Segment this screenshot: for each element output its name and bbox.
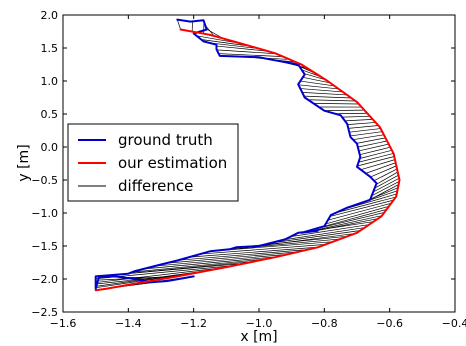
y-axis-ticks: −2.5 −2.0 −1.5 −1.0 −0.5 0.0 0.5 1.0 1.5 2.0	[31, 9, 455, 319]
difference-line	[352, 134, 384, 141]
difference-line	[308, 99, 356, 102]
difference-line	[373, 168, 398, 182]
x-axis-label: x [m]	[240, 329, 277, 345]
difference-line	[344, 119, 373, 122]
legend-label-ground-truth: ground truth	[118, 131, 213, 149]
difference-line	[329, 199, 394, 217]
difference-line	[360, 159, 396, 171]
difference-line	[300, 80, 335, 87]
difference-line	[302, 91, 348, 96]
difference-line	[357, 140, 388, 148]
difference-line	[209, 42, 259, 49]
difference-line	[359, 149, 392, 159]
legend-label-our-estimation: our estimation	[118, 154, 227, 172]
difference-line	[358, 153, 394, 163]
y-tick-label: 2.0	[41, 9, 59, 22]
difference-line	[177, 19, 181, 30]
difference-line	[201, 39, 251, 47]
difference-line	[327, 202, 392, 221]
y-tick-label: 0.5	[41, 108, 59, 121]
y-tick-label: −2.0	[31, 273, 58, 286]
difference-line	[350, 131, 383, 137]
difference-line	[348, 125, 379, 129]
x-axis-ticks: −1.6 −1.4 −1.2 −1.0 −0.8 −0.6 −0.4	[50, 15, 466, 330]
y-tick-label: 0.0	[41, 141, 59, 154]
difference-line	[357, 156, 395, 167]
series-lines	[94, 18, 401, 292]
y-tick-label: 1.5	[41, 42, 59, 55]
x-tick-label: −1.6	[50, 317, 77, 330]
difference-line	[371, 181, 400, 197]
difference-line	[370, 165, 397, 178]
difference-line	[372, 178, 400, 193]
difference-line	[95, 267, 224, 283]
ground-truth-line	[94, 18, 378, 290]
x-tick-label: −0.4	[442, 317, 466, 330]
y-axis-label: y [m]	[16, 144, 32, 181]
difference-line	[305, 215, 383, 233]
difference-line	[282, 227, 365, 241]
difference-line	[335, 112, 368, 115]
x-tick-label: −0.8	[311, 317, 338, 330]
difference-line	[154, 253, 289, 267]
difference-line	[270, 230, 361, 244]
y-tick-label: −2.5	[31, 306, 58, 319]
difference-line	[98, 275, 179, 281]
difference-line	[298, 84, 339, 90]
difference-line	[143, 256, 279, 270]
difference-line	[319, 209, 387, 228]
difference-line	[349, 128, 381, 133]
y-tick-label: −1.0	[31, 207, 58, 220]
difference-line	[166, 251, 299, 264]
difference-line	[365, 162, 396, 174]
difference-line	[200, 244, 326, 255]
difference-line	[347, 122, 376, 125]
difference-line	[374, 174, 399, 189]
y-tick-label: 1.0	[41, 75, 59, 88]
legend: ground truth our estimation difference	[67, 123, 239, 202]
difference-line	[342, 115, 370, 118]
difference-line	[335, 196, 396, 214]
legend-label-difference: difference	[118, 177, 193, 195]
y-tick-label: −0.5	[31, 174, 58, 187]
difference-line	[189, 246, 319, 258]
difference-line	[304, 95, 352, 99]
difference-line	[304, 73, 327, 81]
x-tick-label: −0.6	[376, 317, 403, 330]
difference-line	[325, 205, 390, 225]
x-tick-label: −1.0	[246, 317, 273, 330]
difference-line	[218, 53, 284, 57]
x-tick-label: −1.4	[115, 317, 142, 330]
difference-line	[313, 103, 359, 105]
difference-line	[375, 171, 398, 185]
difference-line	[356, 137, 386, 144]
our-estimation-line	[94, 28, 401, 292]
y-tick-label: −1.5	[31, 240, 58, 253]
difference-line	[132, 258, 268, 273]
difference-line	[358, 143, 389, 152]
x-tick-label: −1.2	[180, 317, 207, 330]
difference-line	[302, 76, 331, 84]
difference-line	[290, 224, 370, 237]
difference-line	[216, 45, 268, 52]
difference-line	[178, 249, 309, 261]
difference-line	[216, 49, 277, 55]
difference-line	[359, 146, 391, 156]
difference-line	[300, 88, 343, 93]
